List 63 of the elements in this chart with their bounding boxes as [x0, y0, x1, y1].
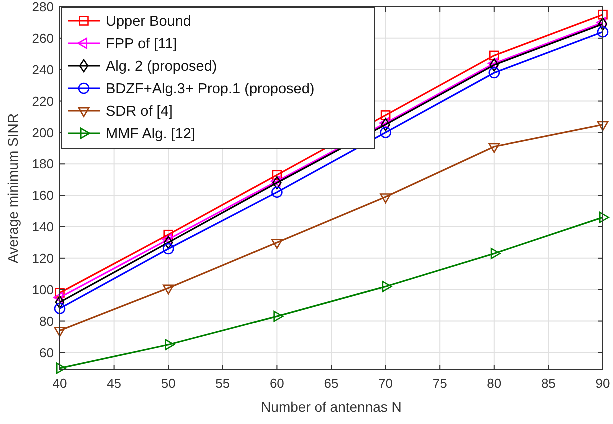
point: [597, 121, 609, 132]
point: [490, 58, 500, 72]
point: [272, 239, 283, 250]
point: [55, 296, 65, 310]
point: [164, 236, 174, 250]
y-tick-label: 240: [32, 62, 54, 78]
point: [598, 10, 608, 20]
point: [164, 230, 174, 240]
point: [54, 292, 64, 304]
x-axis-title: Number of antennas N: [261, 399, 402, 415]
y-tick-label: 220: [32, 94, 54, 109]
x-tick-label: 50: [161, 376, 176, 391]
point: [55, 288, 65, 298]
x-tick-label: 90: [596, 376, 610, 391]
point: [382, 281, 392, 292]
point: [272, 186, 283, 198]
point: [380, 110, 391, 120]
x-tick-label: 45: [107, 376, 122, 391]
legend-label: BDZF+Alg.3+ Prop.1 (proposed): [106, 82, 315, 98]
y-tick-label: 80: [40, 314, 54, 329]
point: [165, 339, 175, 350]
x-tick-label: 85: [541, 376, 556, 391]
x-tick-label: 65: [324, 376, 339, 391]
y-tick-label: 200: [32, 125, 54, 140]
legend-label: FPP of [11]: [106, 36, 178, 53]
legend-label: MMF Alg. [12]: [106, 126, 196, 143]
y-tick-label: 260: [32, 30, 54, 46]
point: [56, 362, 66, 374]
point: [272, 170, 282, 180]
x-tick-label: 75: [432, 376, 448, 391]
point: [162, 284, 174, 295]
point: [488, 58, 498, 70]
point: [54, 303, 66, 314]
point: [596, 17, 607, 28]
y-tick-label: 60: [40, 345, 54, 360]
x-tick-label: 80: [487, 376, 502, 391]
y-tick-label: 120: [32, 250, 54, 266]
y-tick-label: 140: [32, 220, 54, 235]
point: [380, 127, 392, 138]
y-tick-label: 100: [32, 282, 54, 298]
x-tick-label: 40: [52, 376, 68, 391]
y-tick-label: 160: [32, 188, 54, 204]
point: [380, 194, 392, 204]
point: [270, 176, 281, 188]
x-tick-label: 55: [216, 376, 230, 391]
x-tick-label: 60: [270, 376, 284, 391]
y-axis-title: Average minimum SINR: [5, 114, 21, 264]
point: [597, 26, 609, 38]
y-tick-label: 180: [32, 156, 54, 172]
point: [598, 18, 608, 31]
point: [488, 143, 500, 154]
point: [599, 212, 610, 224]
point: [488, 67, 500, 79]
point: [162, 243, 174, 255]
point: [54, 327, 66, 338]
legend-label: Alg. 2 (proposed): [106, 59, 218, 76]
point: [490, 50, 500, 61]
legend-label: Upper Bound: [106, 14, 192, 30]
point: [162, 234, 172, 246]
point: [490, 248, 501, 260]
x-tick-label: 70: [378, 376, 394, 391]
legend-label: SDR of [4]: [106, 104, 173, 120]
y-tick-label: 280: [32, 0, 54, 15]
